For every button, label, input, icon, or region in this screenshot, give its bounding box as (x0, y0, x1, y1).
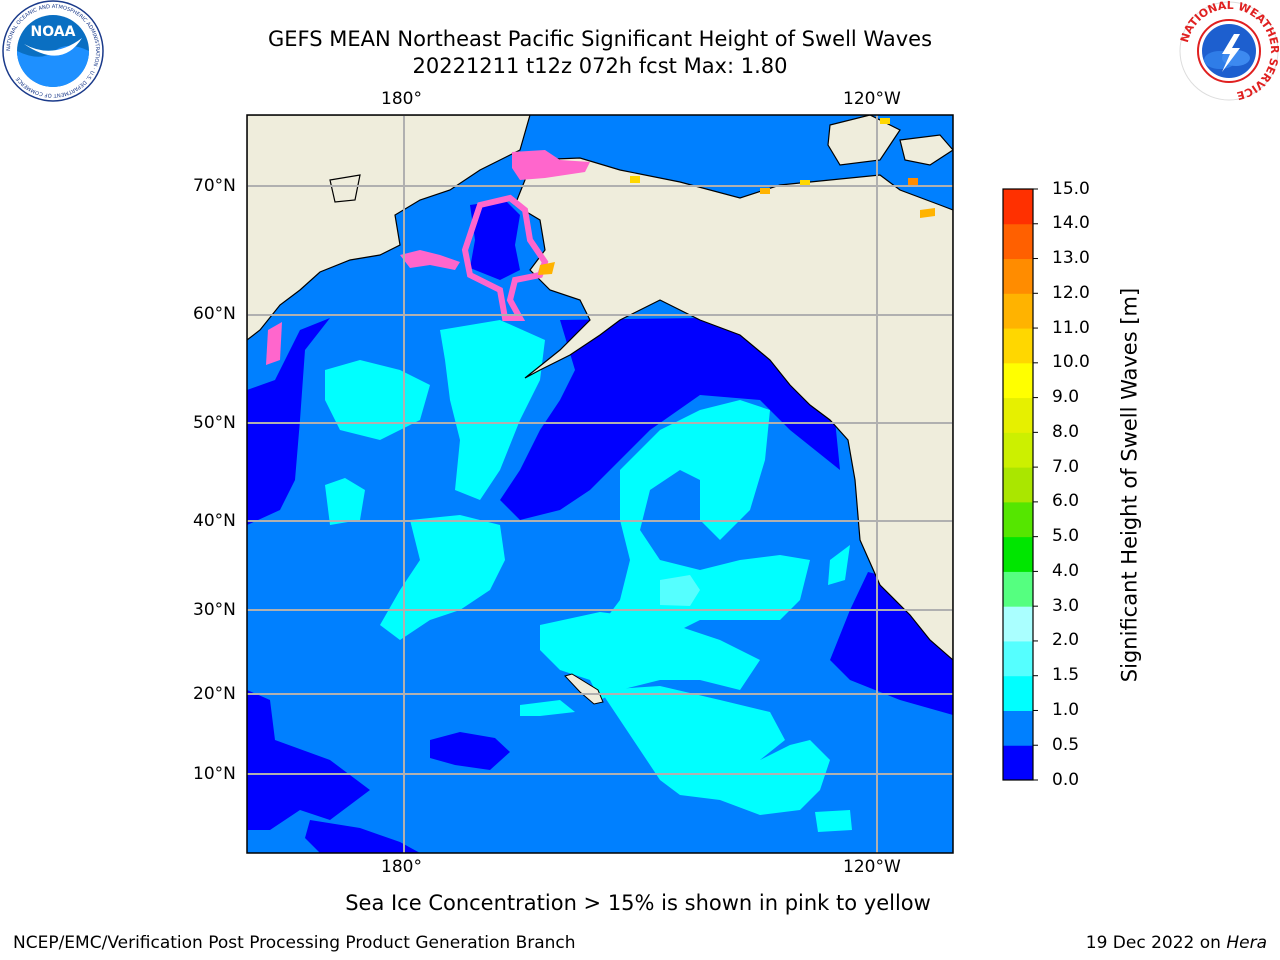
hawaii-islands (564, 673, 604, 705)
noaa-logo: NOAA NATIONAL OCEANIC AND ATMOSPHERIC AD… (2, 0, 104, 102)
lon-label-bottom-180: 180° (381, 857, 422, 877)
colorbar-tick-label: 9.0 (1052, 387, 1080, 408)
colorbar-tick-label: 1.5 (1052, 665, 1080, 686)
footer-date: 19 Dec 2022 on Hera (1086, 933, 1267, 953)
lat-label-60n: 60°N (193, 304, 236, 324)
colorbar-label: Significant Height of Swell Waves [m] (1117, 287, 1142, 683)
colorbar-tick-label: 14.0 (1052, 213, 1090, 234)
sea-ice (266, 118, 935, 365)
colorbar-tick-label: 1.0 (1052, 699, 1080, 720)
land-masses (247, 115, 953, 661)
colorbar-tick-label: 3.0 (1052, 595, 1080, 616)
lat-label-10n: 10°N (193, 764, 236, 784)
lat-label-20n: 20°N (193, 684, 236, 704)
chart-subtitle: 20221211 t12z 072h fcst Max: 1.80 (412, 54, 788, 78)
lat-label-50n: 50°N (193, 413, 236, 433)
lat-label-30n: 30°N (193, 600, 236, 620)
swell-max-region (660, 575, 700, 606)
lat-label-40n: 40°N (193, 511, 236, 531)
chart-title: GEFS MEAN Northeast Pacific Significant … (267, 27, 933, 51)
colorbar-tick-label: 12.0 (1052, 282, 1090, 303)
sea-ice-note: Sea Ice Concentration > 15% is shown in … (345, 891, 931, 915)
colorbar-tick-label: 2.0 (1052, 630, 1080, 651)
lon-label-top-120w: 120°W (843, 89, 901, 109)
footer-credit: NCEP/EMC/Verification Post Processing Pr… (13, 933, 576, 953)
colorbar-tick-label: 7.0 (1052, 456, 1080, 477)
nws-logo: NATIONAL WEATHER SERVICE (1178, 0, 1280, 102)
footer-date-text: 19 Dec 2022 on (1085, 933, 1227, 953)
colorbar-tick-label: 13.0 (1052, 248, 1090, 269)
colorbar-tick-label: 0.0 (1052, 769, 1080, 790)
colorbar-tick-label: 4.0 (1052, 560, 1080, 581)
colorbar-tick-label: 5.0 (1052, 526, 1080, 547)
colorbar-tick-label: 8.0 (1052, 421, 1080, 442)
lat-label-70n: 70°N (193, 176, 236, 196)
colorbar-tick-label: 0.5 (1052, 734, 1080, 755)
colorbar-tick-label: 6.0 (1052, 491, 1080, 512)
colorbar-tick-label: 10.0 (1052, 352, 1090, 373)
noaa-logo-text: NOAA (31, 24, 76, 40)
colorbar-tick-label: 15.0 (1052, 178, 1090, 199)
colorbar-tick-label: 11.0 (1052, 317, 1090, 338)
lon-label-top-180: 180° (381, 89, 422, 109)
map-frame (246, 114, 954, 854)
graticule (247, 115, 953, 853)
footer-host: Hera (1226, 933, 1267, 953)
swell-low-regions (247, 200, 953, 853)
lon-label-bottom-120w: 120°W (843, 857, 901, 877)
